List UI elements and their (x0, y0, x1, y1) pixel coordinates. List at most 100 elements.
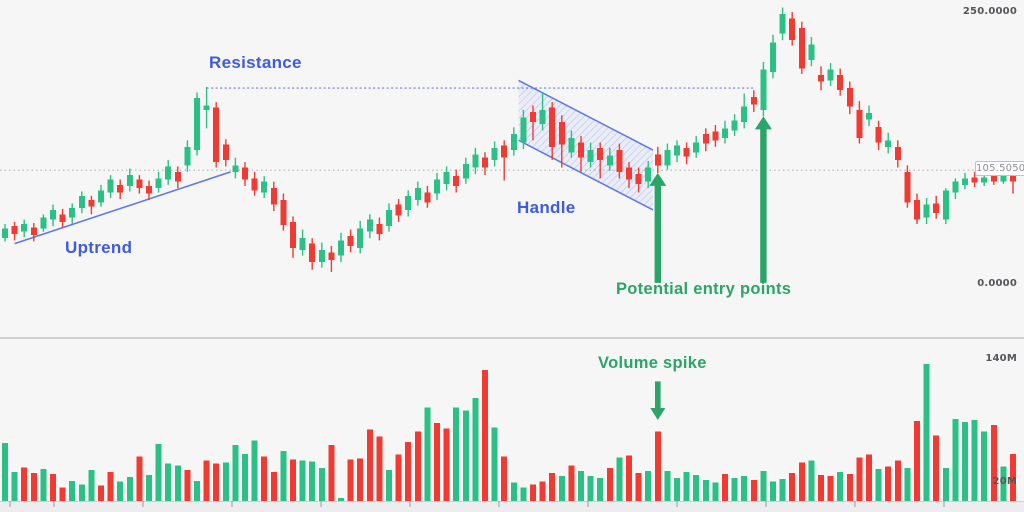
volume-bar (866, 454, 872, 501)
candle (126, 168, 133, 192)
volume-bar (904, 468, 911, 501)
candle (443, 166, 450, 191)
candle (222, 139, 229, 167)
volume-bar (290, 459, 296, 501)
volume-bar (664, 471, 671, 501)
volume-bar (386, 470, 392, 501)
candle (702, 128, 709, 152)
volume-axis-high-label: 140M (985, 353, 1017, 364)
candle (530, 105, 536, 141)
candle (299, 229, 306, 256)
candle (693, 135, 700, 158)
volume-bar (760, 471, 767, 501)
candle (962, 172, 968, 190)
volume-bar (971, 420, 978, 501)
volume-bar (606, 468, 613, 501)
volume-bar (482, 369, 488, 501)
candle (88, 195, 95, 215)
volume-bar (597, 477, 604, 501)
volume-bar (126, 476, 133, 501)
volume-bar (933, 435, 940, 501)
volume-bar (539, 481, 546, 501)
candle (914, 193, 920, 225)
price-axis-max-label: 250.0000 (962, 6, 1017, 17)
volume-bar (501, 456, 508, 501)
candle (40, 214, 47, 232)
candle (11, 221, 18, 241)
volume-bar (923, 364, 930, 501)
candle (136, 175, 143, 194)
volume-bar (894, 460, 901, 501)
volume-bar (328, 445, 335, 501)
volume-bar (846, 474, 853, 501)
candle (654, 146, 661, 173)
price-axis-min-label: 0.0000 (977, 278, 1017, 289)
volume-bar (520, 487, 527, 501)
candle (779, 7, 786, 41)
volume-bar (453, 407, 460, 501)
candle (568, 130, 575, 158)
volume-bar (78, 484, 85, 501)
candle (837, 68, 844, 96)
candle (635, 167, 642, 193)
candle (578, 135, 584, 172)
handle-label: Handle (517, 198, 576, 217)
volume-bar (40, 469, 47, 501)
volume-bar (165, 463, 172, 501)
candle (309, 238, 316, 270)
candle (357, 220, 364, 254)
volume-bar (808, 460, 815, 501)
volume-bar (270, 472, 277, 501)
candle (155, 171, 162, 193)
volume-bar (789, 473, 796, 501)
candle (462, 157, 469, 184)
entry-point-arrow-1 (649, 172, 667, 283)
potential-entry-points-label: Potential entry points (616, 280, 792, 298)
volume-bar (722, 474, 728, 501)
volume-bar (674, 477, 680, 501)
candle (203, 86, 210, 129)
candle (818, 66, 824, 91)
candle (261, 176, 268, 198)
candle (587, 142, 594, 168)
candle (184, 140, 191, 172)
volume-bar (549, 473, 556, 501)
candle (2, 224, 8, 242)
volume-bar (1000, 466, 1007, 501)
candle (856, 101, 863, 144)
volume-bar (558, 475, 565, 501)
volume-bar (155, 444, 162, 501)
volume-spike-arrow (650, 381, 666, 420)
candle (472, 147, 479, 175)
volume-bar (827, 475, 834, 501)
candle (597, 142, 604, 179)
volume-bar (530, 484, 536, 501)
candle (213, 102, 220, 168)
candle (434, 172, 440, 201)
candle (194, 92, 200, 156)
volume-bar (338, 498, 344, 501)
candle (107, 175, 114, 198)
volume-bar (741, 475, 748, 501)
candle (904, 165, 911, 208)
volume-bar (299, 460, 306, 501)
candle (318, 242, 325, 268)
volume-bar (443, 428, 450, 501)
volume-bar (875, 469, 882, 501)
volume-bar (251, 440, 258, 501)
candle (558, 115, 565, 168)
volume-bar (578, 471, 584, 501)
candle (942, 188, 949, 225)
candle (645, 160, 652, 189)
candle (290, 216, 296, 258)
candle (606, 147, 613, 171)
volume-bar (770, 481, 776, 501)
candle (376, 217, 383, 241)
candle (69, 203, 76, 225)
candle (683, 142, 690, 165)
candle (933, 195, 940, 219)
candle (482, 152, 488, 176)
last-price-value: 105.5050 (976, 163, 1024, 174)
x-axis-strip (0, 502, 1024, 512)
